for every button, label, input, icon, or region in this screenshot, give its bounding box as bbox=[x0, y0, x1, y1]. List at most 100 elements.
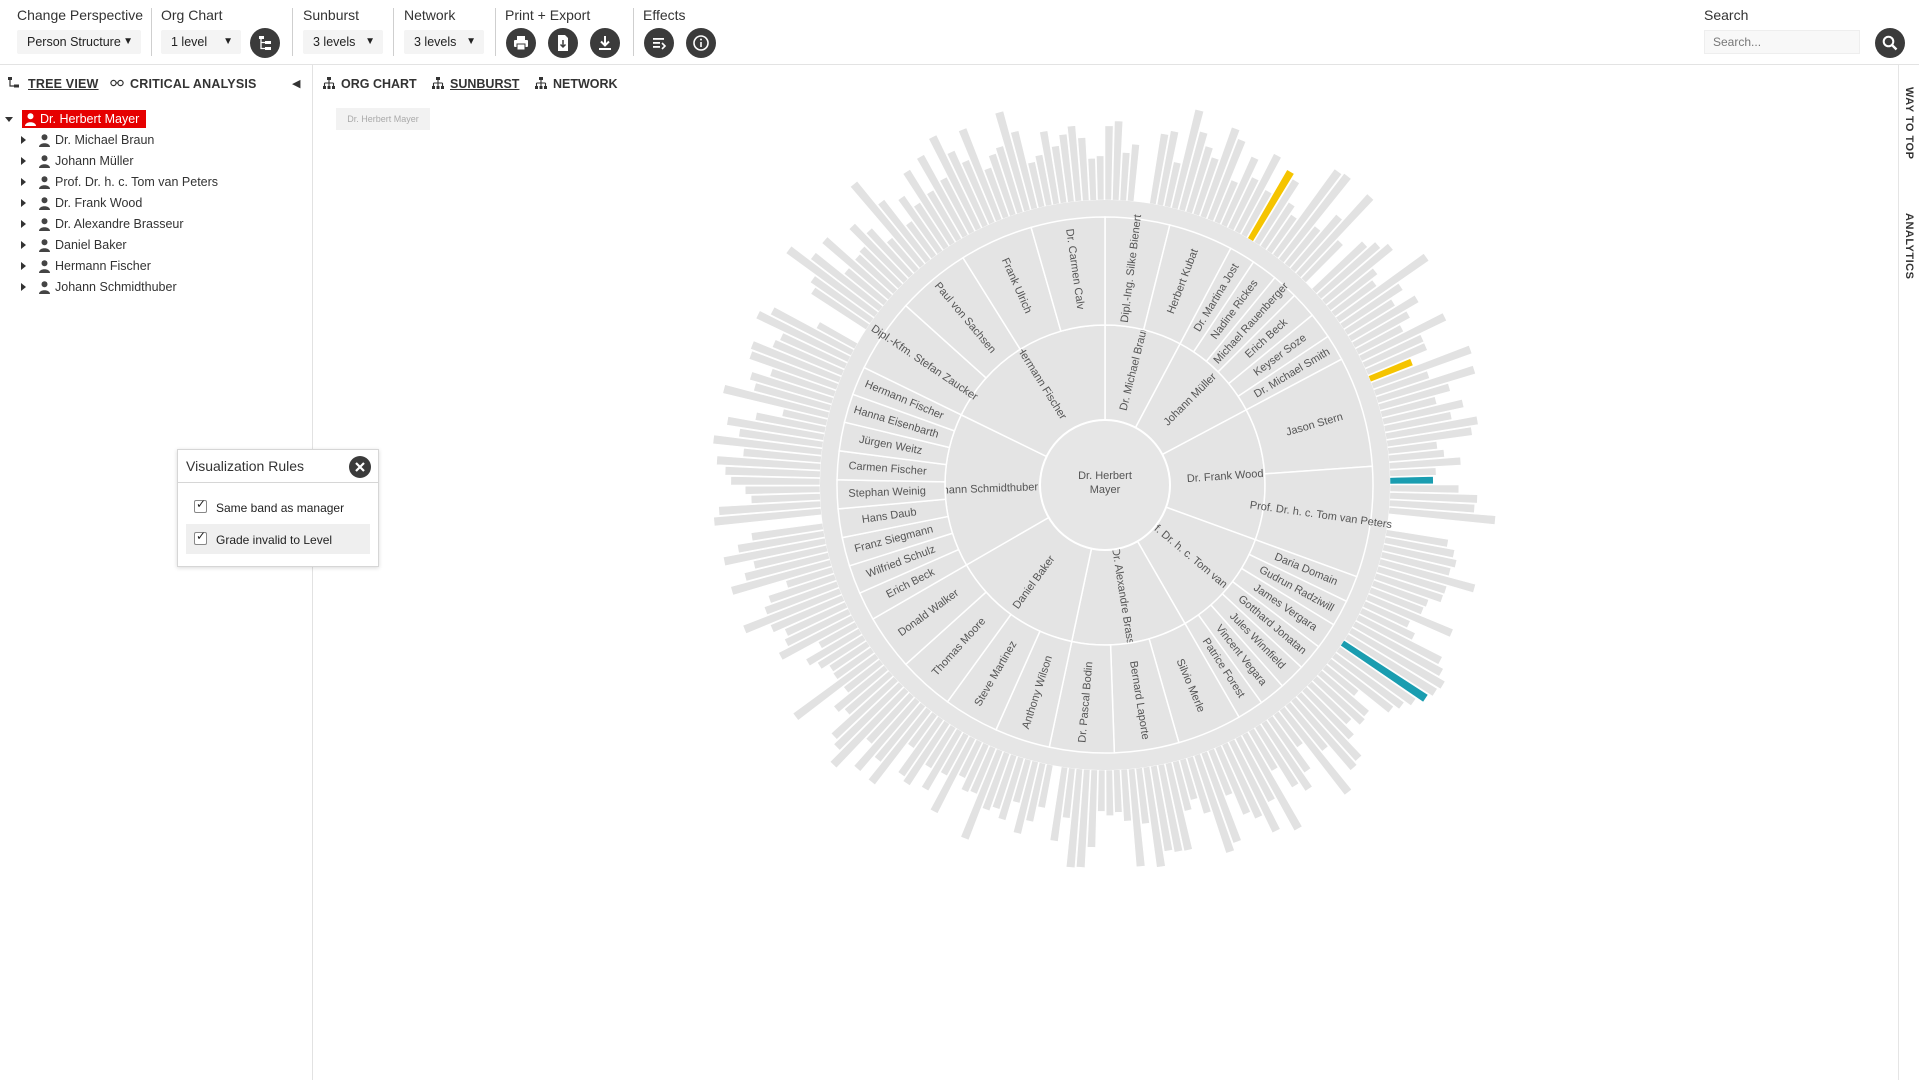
org-chart-label: Org Chart bbox=[161, 7, 223, 23]
org-chart-level-select[interactable]: 1 level ▼ bbox=[161, 30, 241, 54]
rule-same-band[interactable]: Same band as manager bbox=[186, 492, 370, 522]
chevron-down-icon: ▼ bbox=[123, 36, 133, 47]
org-chart-icon bbox=[432, 77, 444, 89]
org-chart-icon bbox=[535, 77, 547, 89]
outer-bar bbox=[1383, 536, 1456, 559]
outer-bar bbox=[1355, 613, 1443, 665]
tree-item[interactable]: Prof. Dr. h. c. Tom van Peters bbox=[0, 173, 312, 194]
outer-bar bbox=[1321, 242, 1394, 306]
outer-bar bbox=[730, 476, 821, 486]
hierarchy-icon bbox=[259, 36, 271, 50]
person-icon bbox=[39, 197, 50, 210]
outer-bar bbox=[1104, 125, 1114, 201]
outer-bar bbox=[1096, 155, 1105, 201]
breadcrumb[interactable]: Dr. Herbert Mayer bbox=[336, 108, 430, 130]
sunburst-center bbox=[1039, 419, 1171, 551]
outer-bar bbox=[1339, 282, 1404, 330]
chevron-down-icon: ▼ bbox=[223, 36, 233, 47]
visualization-rules-title: Visualization Rules bbox=[186, 458, 305, 474]
sunburst-level-select[interactable]: 3 levels ▼ bbox=[303, 30, 383, 54]
close-button[interactable] bbox=[349, 456, 371, 478]
tree-item-label: Daniel Baker bbox=[55, 238, 127, 252]
tree-item[interactable]: Dr. Frank Wood bbox=[0, 194, 312, 215]
network-level-select[interactable]: 3 levels ▼ bbox=[404, 30, 484, 54]
person-icon bbox=[39, 218, 50, 231]
checkbox[interactable] bbox=[194, 497, 207, 513]
person-icon bbox=[39, 260, 50, 273]
info-button[interactable] bbox=[686, 28, 716, 58]
tree-item[interactable]: Hermann Fischer bbox=[0, 257, 312, 278]
person-icon bbox=[25, 113, 36, 126]
expand-toggle-icon[interactable] bbox=[21, 220, 26, 228]
tree-item[interactable]: Daniel Baker bbox=[0, 236, 312, 257]
tree-item[interactable]: Johann Müller bbox=[0, 152, 312, 173]
print-button[interactable] bbox=[506, 28, 536, 58]
sunburst-label: Sunburst bbox=[303, 7, 360, 23]
tree-item[interactable]: Dr. Michael Braun bbox=[0, 131, 312, 152]
outer-bar bbox=[1351, 310, 1411, 349]
expand-toggle-icon[interactable] bbox=[5, 117, 13, 122]
expand-toggle-icon[interactable] bbox=[21, 178, 26, 186]
close-icon bbox=[355, 462, 365, 472]
tree-item[interactable]: Johann Schmidthuber bbox=[0, 278, 312, 299]
rule-grade-invalid[interactable]: Grade invalid to Level bbox=[186, 524, 370, 554]
checkbox[interactable] bbox=[194, 529, 207, 545]
tab-tree-view[interactable]: TREE VIEW bbox=[8, 77, 99, 91]
segment-label: Stephan Weinig bbox=[848, 485, 926, 500]
tree-item-label: Dr. Alexandre Brasseur bbox=[55, 217, 184, 231]
toolbar-divider bbox=[292, 8, 293, 56]
collapse-panel-icon[interactable]: ◀ bbox=[292, 78, 301, 90]
expand-toggle-icon[interactable] bbox=[21, 241, 26, 249]
search-input[interactable] bbox=[1704, 30, 1860, 54]
tab-sunburst[interactable]: SUNBURST bbox=[432, 77, 519, 91]
tab-org-chart[interactable]: ORG CHART bbox=[323, 77, 417, 91]
tree-item-label: Johann Schmidthuber bbox=[55, 280, 177, 294]
tab-analytics[interactable]: ANALYTICS bbox=[1903, 213, 1915, 280]
tree-item-label: Dr. Frank Wood bbox=[55, 196, 143, 210]
person-icon bbox=[39, 176, 50, 189]
expand-toggle-icon[interactable] bbox=[21, 262, 26, 270]
tab-critical-analysis[interactable]: CRITICAL ANALYSIS bbox=[110, 77, 257, 91]
outer-bar bbox=[1097, 769, 1106, 812]
expand-toggle-icon[interactable] bbox=[21, 157, 26, 165]
print-icon bbox=[514, 36, 528, 51]
expand-toggle-icon[interactable] bbox=[21, 283, 26, 291]
outer-bar bbox=[1389, 484, 1460, 494]
perspective-select[interactable]: Person Structure ▼ bbox=[17, 30, 141, 54]
toolbar-divider bbox=[633, 8, 634, 56]
tree-item[interactable]: Dr. Alexandre Brasseur bbox=[0, 215, 312, 236]
chevron-down-icon: ▼ bbox=[466, 36, 476, 47]
effects-list-button[interactable] bbox=[644, 28, 674, 58]
info-icon bbox=[693, 35, 709, 51]
ring-outer-band bbox=[820, 200, 1390, 770]
glasses-icon bbox=[110, 79, 124, 87]
segment-label: Dr. Frank Wood bbox=[1186, 468, 1263, 485]
segment-label: Johann Schmidthuber bbox=[931, 481, 1039, 497]
tab-tree-view-label: TREE VIEW bbox=[28, 77, 99, 91]
pdf-export-button[interactable] bbox=[548, 28, 578, 58]
tree-item-root[interactable]: Dr. Herbert Mayer bbox=[0, 110, 312, 131]
person-icon bbox=[39, 281, 50, 294]
effects-label: Effects bbox=[643, 7, 686, 23]
tree-item-label: Johann Müller bbox=[55, 154, 134, 168]
tab-network[interactable]: NETWORK bbox=[535, 77, 618, 91]
search-button[interactable] bbox=[1875, 28, 1905, 58]
effects-list-icon bbox=[653, 38, 667, 50]
outer-bar bbox=[1358, 312, 1448, 362]
expand-toggle-icon[interactable] bbox=[21, 136, 26, 144]
org-chart-button[interactable] bbox=[250, 28, 280, 58]
tree-item-label: Dr. Michael Braun bbox=[55, 133, 155, 147]
sunburst-level-value: 3 levels bbox=[313, 35, 356, 49]
download-button[interactable] bbox=[590, 28, 620, 58]
tree-view: Dr. Herbert Mayer Dr. Michael Braun Joha… bbox=[0, 110, 312, 299]
toolbar-divider bbox=[393, 8, 394, 56]
search-icon bbox=[1882, 35, 1898, 51]
tree-item-label: Hermann Fischer bbox=[55, 259, 151, 273]
expand-toggle-icon[interactable] bbox=[21, 199, 26, 207]
divider bbox=[178, 482, 378, 483]
tab-way-to-top[interactable]: WAY TO TOP bbox=[1903, 87, 1915, 160]
toolbar-divider bbox=[151, 8, 152, 56]
person-icon bbox=[39, 155, 50, 168]
tab-org-chart-label: ORG CHART bbox=[341, 77, 417, 91]
